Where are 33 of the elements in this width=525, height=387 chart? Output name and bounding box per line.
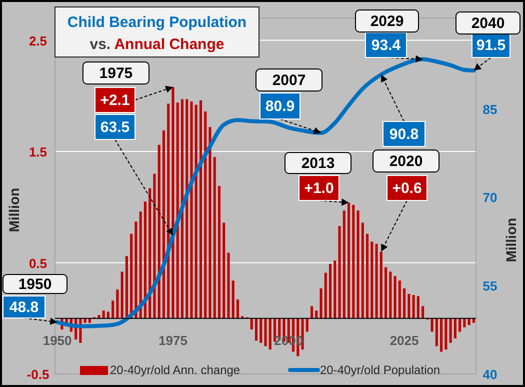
data-label: 91.5: [476, 37, 506, 54]
x-tick-label: 1950: [42, 333, 72, 348]
y2-tick-label: 85: [482, 102, 498, 117]
text: 1950: [18, 276, 52, 293]
annotation: 2007: [272, 72, 306, 89]
x-tick-label: 1975: [158, 333, 188, 348]
annotation: 1975: [99, 64, 133, 82]
data-label: 90.8: [389, 126, 419, 143]
annotation: 2013: [301, 155, 335, 172]
data-label: 63.5: [100, 119, 130, 136]
chart-title: Child Bearing Population: [67, 14, 247, 31]
legend-label: 20-40yr/old Population: [320, 363, 440, 377]
data-label: +0.6: [392, 180, 422, 197]
text: vs. Annual Change: [90, 36, 224, 53]
y2-tick-label: 40: [482, 367, 498, 382]
legend-label: 20-40yr/old Ann. change: [110, 363, 240, 377]
data-label: +1.0: [304, 180, 334, 197]
y-tick-label: -0.5: [26, 367, 50, 382]
data-label: 80.9: [265, 98, 295, 115]
data-label: 48.8: [9, 299, 39, 316]
y-tick-label: 2.5: [28, 33, 48, 48]
y2-axis-title: Million: [503, 218, 519, 262]
x-tick-label: 2025: [390, 333, 419, 348]
y2-tick-label: 55: [482, 278, 498, 294]
annotation: 2020: [389, 153, 423, 170]
y-axis-title: Million: [6, 188, 22, 232]
data-label: +2.1: [100, 92, 130, 109]
annotation: 2029: [370, 13, 404, 30]
y-tick-label: 1.5: [28, 144, 48, 160]
data-label: 93.4: [371, 37, 402, 54]
annotation: 2040: [471, 15, 505, 32]
y-tick-label: 0.5: [28, 256, 48, 271]
y2-tick-label: 70: [482, 190, 498, 206]
